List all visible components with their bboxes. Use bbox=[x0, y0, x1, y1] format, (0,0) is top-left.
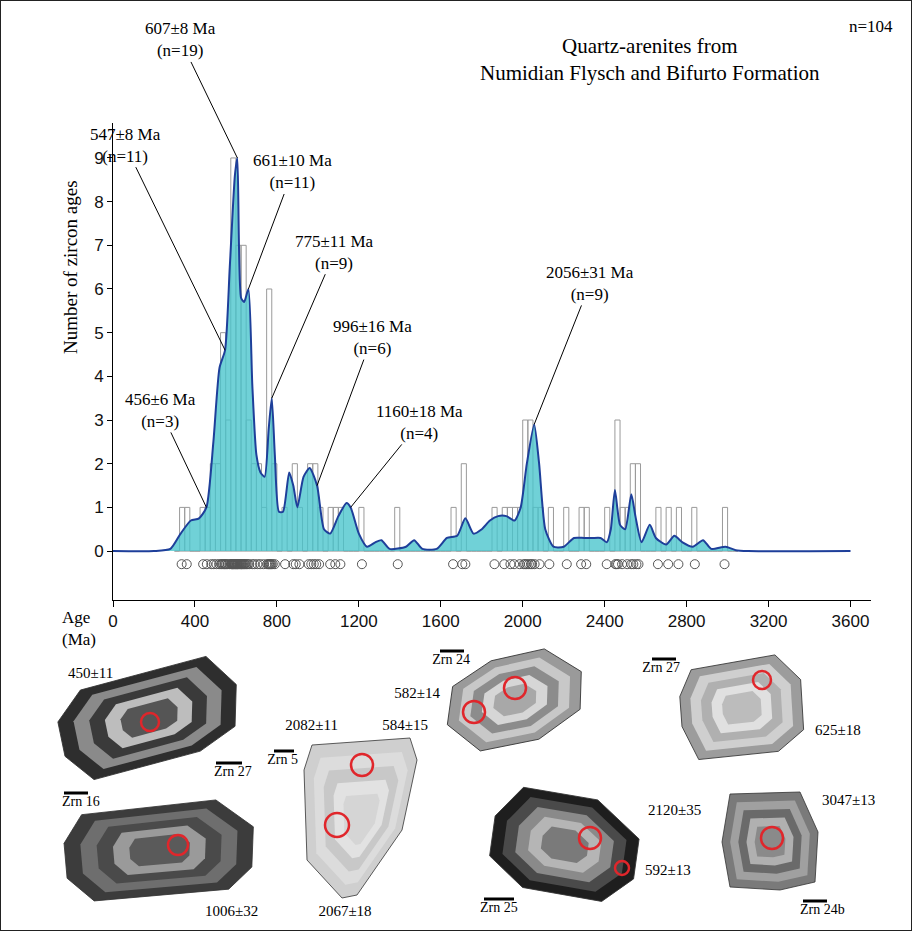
svg-text:2800: 2800 bbox=[668, 612, 706, 631]
svg-text:3: 3 bbox=[94, 411, 103, 430]
svg-text:Zrn 25: Zrn 25 bbox=[480, 900, 518, 915]
svg-text:2: 2 bbox=[94, 455, 103, 474]
svg-text:584±15: 584±15 bbox=[382, 717, 428, 733]
svg-text:7: 7 bbox=[94, 236, 103, 255]
svg-text:6: 6 bbox=[94, 280, 103, 299]
svg-text:592±13: 592±13 bbox=[645, 862, 691, 878]
svg-text:0: 0 bbox=[94, 542, 103, 561]
svg-text:Age(Ma): Age(Ma) bbox=[62, 608, 96, 649]
svg-text:3600: 3600 bbox=[832, 612, 870, 631]
svg-text:3200: 3200 bbox=[750, 612, 788, 631]
svg-text:775±11 Ma(n=9): 775±11 Ma(n=9) bbox=[295, 232, 374, 273]
svg-text:1200: 1200 bbox=[340, 612, 378, 631]
svg-text:4: 4 bbox=[94, 367, 103, 386]
svg-text:Number of zircon ages: Number of zircon ages bbox=[60, 180, 81, 354]
svg-text:661±10 Ma(n=11): 661±10 Ma(n=11) bbox=[253, 151, 332, 192]
svg-text:450±11: 450±11 bbox=[68, 665, 113, 681]
svg-text:1600: 1600 bbox=[422, 612, 460, 631]
svg-text:2082±11: 2082±11 bbox=[285, 717, 338, 733]
svg-text:582±14: 582±14 bbox=[394, 685, 440, 701]
svg-text:Zrn 24b: Zrn 24b bbox=[800, 902, 845, 917]
svg-text:2067±18: 2067±18 bbox=[318, 903, 371, 919]
svg-text:456±6 Ma(n=3): 456±6 Ma(n=3) bbox=[125, 390, 196, 431]
svg-text:Zrn 5: Zrn 5 bbox=[267, 752, 298, 767]
svg-text:607±8 Ma(n=19): 607±8 Ma(n=19) bbox=[145, 19, 216, 60]
svg-text:1: 1 bbox=[94, 498, 103, 517]
svg-text:Zrn 16: Zrn 16 bbox=[62, 794, 100, 809]
svg-text:625±18: 625±18 bbox=[815, 722, 861, 738]
svg-text:2400: 2400 bbox=[586, 612, 624, 631]
svg-text:0: 0 bbox=[108, 612, 117, 631]
svg-text:Zrn 27: Zrn 27 bbox=[214, 764, 252, 779]
svg-text:2000: 2000 bbox=[504, 612, 542, 631]
svg-text:400: 400 bbox=[181, 612, 209, 631]
svg-text:5: 5 bbox=[94, 324, 103, 343]
svg-text:n=104: n=104 bbox=[849, 17, 893, 36]
svg-text:9: 9 bbox=[94, 149, 103, 168]
svg-text:3047±13: 3047±13 bbox=[822, 792, 875, 808]
svg-text:Zrn 27: Zrn 27 bbox=[642, 660, 680, 675]
svg-text:547±8 Ma(n=11): 547±8 Ma(n=11) bbox=[90, 125, 161, 166]
svg-text:Quartz-arenites fromNumidian F: Quartz-arenites fromNumidian Flysch and … bbox=[480, 34, 820, 85]
svg-text:800: 800 bbox=[263, 612, 291, 631]
svg-text:996±16 Ma(n=6): 996±16 Ma(n=6) bbox=[333, 317, 412, 358]
svg-text:8: 8 bbox=[94, 193, 103, 212]
svg-text:1160±18 Ma(n=4): 1160±18 Ma(n=4) bbox=[376, 402, 463, 443]
svg-text:1006±32: 1006±32 bbox=[205, 903, 258, 919]
svg-text:2056±31 Ma(n=9): 2056±31 Ma(n=9) bbox=[546, 263, 634, 304]
svg-text:Zrn 24: Zrn 24 bbox=[432, 652, 470, 667]
svg-text:2120±35: 2120±35 bbox=[648, 802, 701, 818]
